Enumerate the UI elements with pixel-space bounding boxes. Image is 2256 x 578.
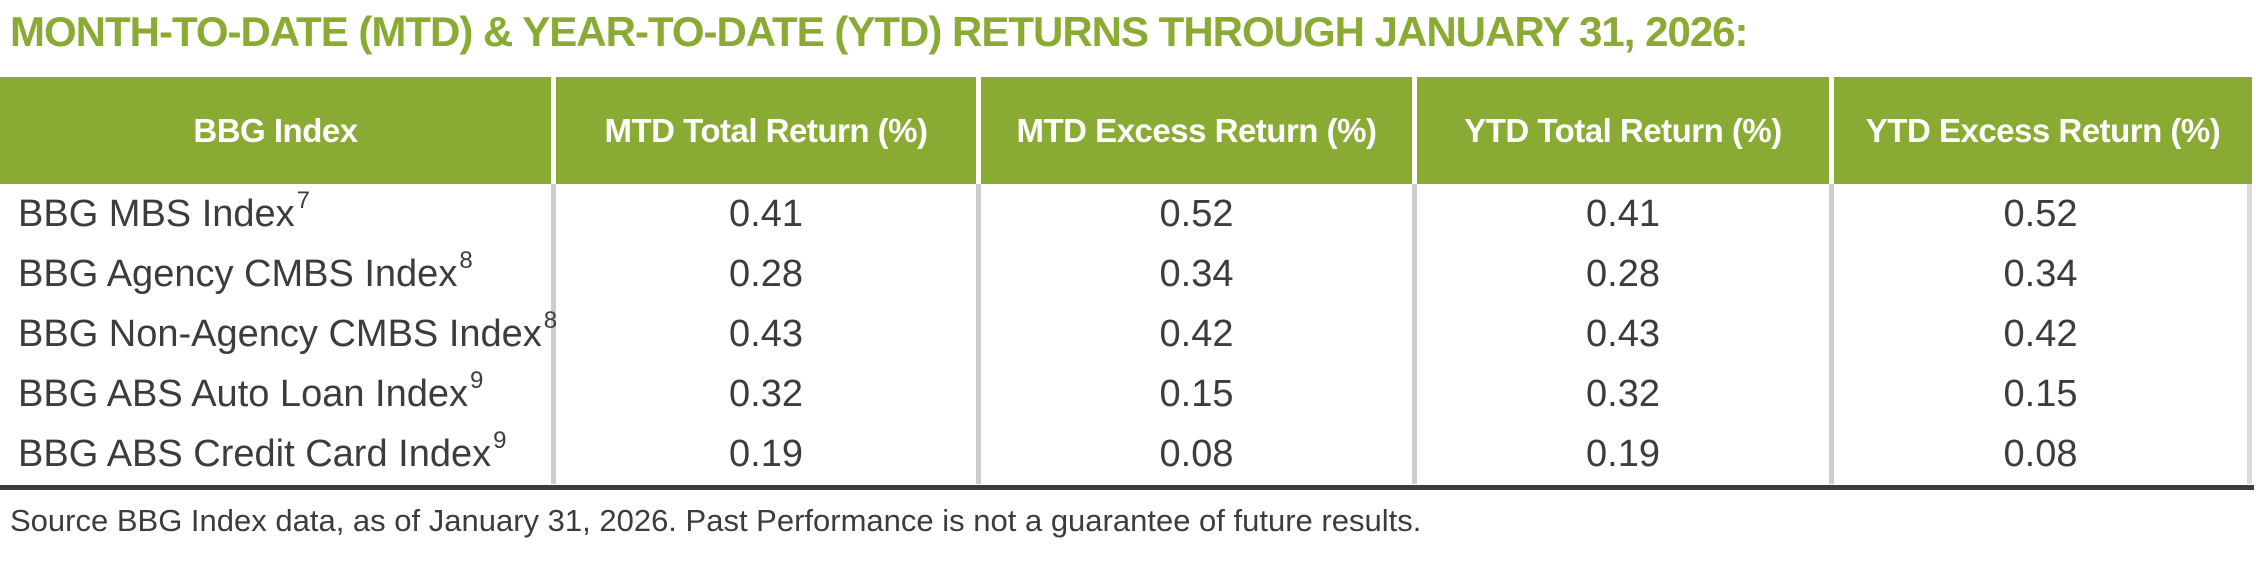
ytd-excess-cell: 0.52 — [1834, 184, 2252, 244]
mtd-total-cell: 0.43 — [556, 304, 981, 364]
index-name: BBG Non-Agency CMBS Index — [18, 312, 542, 355]
ytd-excess-cell: 0.42 — [1834, 304, 2252, 364]
header-ytd-total-return: YTD Total Return (%) — [1417, 77, 1834, 184]
ytd-total-cell: 0.19 — [1417, 424, 1834, 484]
mtd-total-cell: 0.28 — [556, 244, 981, 304]
returns-table: BBG Index MTD Total Return (%) MTD Exces… — [0, 77, 2252, 484]
index-name-cell: BBG ABS Credit Card Index 9 — [0, 424, 556, 484]
header-bbg-index: BBG Index — [0, 77, 556, 184]
ytd-total-cell: 0.43 — [1417, 304, 1834, 364]
mtd-total-cell: 0.32 — [556, 364, 981, 424]
table-header-row: BBG Index MTD Total Return (%) MTD Exces… — [0, 77, 2252, 184]
table-row: BBG ABS Auto Loan Index 9 0.32 0.15 0.32 … — [0, 364, 2252, 424]
header-mtd-total-return: MTD Total Return (%) — [556, 77, 981, 184]
index-name-cell: BBG ABS Auto Loan Index 9 — [0, 364, 556, 424]
table-row: BBG Non-Agency CMBS Index 8 0.43 0.42 0.4… — [0, 304, 2252, 364]
index-name: BBG MBS Index — [18, 192, 295, 235]
index-name: BBG ABS Auto Loan Index — [18, 372, 468, 415]
mtd-excess-cell: 0.52 — [981, 184, 1417, 244]
mtd-excess-cell: 0.15 — [981, 364, 1417, 424]
mtd-total-cell: 0.41 — [556, 184, 981, 244]
mtd-total-cell: 0.19 — [556, 424, 981, 484]
ytd-excess-cell: 0.34 — [1834, 244, 2252, 304]
mtd-excess-cell: 0.42 — [981, 304, 1417, 364]
header-mtd-excess-return: MTD Excess Return (%) — [981, 77, 1417, 184]
ytd-total-cell: 0.41 — [1417, 184, 1834, 244]
header-ytd-excess-return: YTD Excess Return (%) — [1834, 77, 2252, 184]
page-title: MONTH-TO-DATE (MTD) & YEAR-TO-DATE (YTD)… — [10, 8, 1749, 55]
index-name-cell: BBG MBS Index 7 — [0, 184, 556, 244]
index-name: BBG Agency CMBS Index — [18, 252, 458, 295]
table-row: BBG MBS Index 7 0.41 0.52 0.41 0.52 — [0, 184, 2252, 244]
table-row: BBG Agency CMBS Index 8 0.28 0.34 0.28 0.… — [0, 244, 2252, 304]
index-name-cell: BBG Non-Agency CMBS Index 8 — [0, 304, 557, 364]
ytd-excess-cell: 0.15 — [1834, 364, 2252, 424]
index-name-cell: BBG Agency CMBS Index 8 — [0, 244, 556, 304]
ytd-total-cell: 0.28 — [1417, 244, 1834, 304]
ytd-total-cell: 0.32 — [1417, 364, 1834, 424]
ytd-excess-cell: 0.08 — [1834, 424, 2252, 484]
table-bottom-rule — [0, 485, 2254, 490]
source-note: Source BBG Index data, as of January 31,… — [10, 503, 1422, 538]
mtd-excess-cell: 0.34 — [981, 244, 1417, 304]
index-name: BBG ABS Credit Card Index — [18, 432, 492, 475]
mtd-excess-cell: 0.08 — [981, 424, 1417, 484]
table-row: BBG ABS Credit Card Index 9 0.19 0.08 0.1… — [0, 424, 2252, 484]
